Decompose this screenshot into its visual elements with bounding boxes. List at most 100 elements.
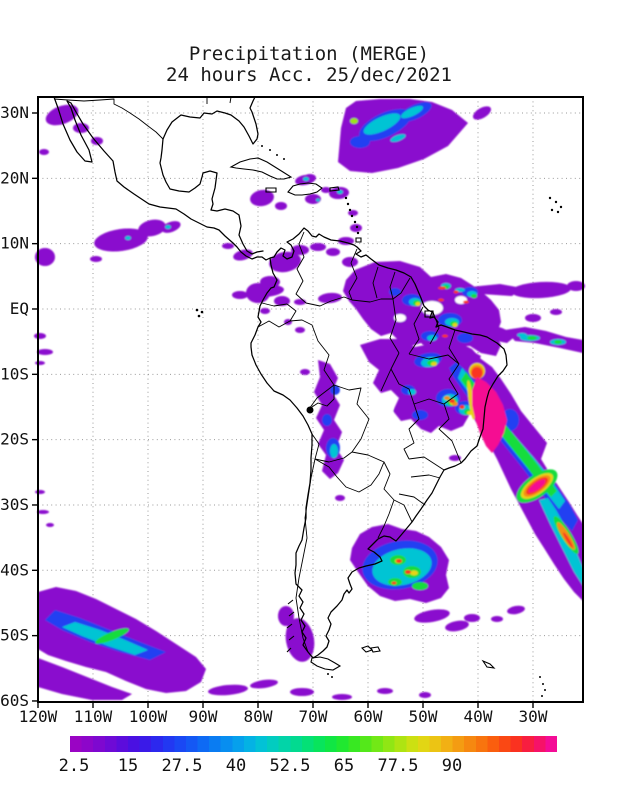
border-path — [408, 456, 445, 471]
border-path — [348, 248, 358, 301]
precip-blob — [539, 498, 583, 586]
precip-blob — [342, 257, 358, 267]
island-dot — [200, 310, 204, 314]
border-path — [53, 98, 164, 140]
border-path — [333, 384, 370, 453]
lon-axis-label: 120W — [19, 707, 58, 726]
precip-blob — [550, 309, 562, 315]
border-path — [289, 319, 335, 410]
precip-blob — [377, 688, 393, 694]
precip-blob — [379, 405, 393, 415]
island-dot — [356, 231, 360, 235]
island-outline — [265, 187, 277, 193]
island-dot — [331, 676, 333, 678]
colorbar-tick-label: 27.5 — [161, 756, 203, 776]
lat-axis-label: 20S — [0, 430, 29, 449]
precip-blob — [444, 396, 450, 400]
island-dot — [556, 210, 560, 214]
precip-blob — [34, 333, 46, 339]
precip-blob — [208, 684, 248, 696]
precip-blob — [46, 523, 54, 527]
border-path — [448, 329, 460, 365]
border-path — [311, 433, 353, 463]
colorbar-tick-label: 65 — [333, 756, 355, 776]
precip-blob — [330, 444, 338, 458]
border-path — [372, 266, 379, 299]
island-outline — [286, 599, 295, 653]
figure-title-line1: Precipitation (MERGE) — [188, 43, 430, 65]
lon-axis-label: 30W — [519, 707, 548, 726]
colorbar-gradient — [70, 736, 557, 752]
island-dot — [542, 683, 544, 685]
precip-blob — [525, 314, 541, 322]
precip-blob — [438, 298, 444, 302]
lat-axis-label: 30S — [0, 495, 29, 514]
island-dot — [261, 145, 263, 147]
precip-blob — [250, 189, 274, 207]
precip-blob — [491, 616, 503, 622]
precip-blob — [35, 490, 45, 494]
precip-blob — [471, 367, 483, 379]
precip-blob — [459, 405, 465, 409]
border-path — [393, 499, 413, 523]
precip-blob — [305, 194, 321, 204]
island-dot — [276, 154, 278, 156]
colorbar-tick-label: 2.5 — [58, 756, 90, 776]
border-path — [438, 363, 462, 464]
precip-blob — [94, 228, 148, 252]
precip-blob — [350, 224, 362, 232]
precip-blob — [332, 694, 352, 700]
precip-blob — [300, 369, 310, 375]
coastline-path — [53, 96, 508, 659]
precip-blob — [322, 414, 332, 426]
border-path — [390, 368, 445, 405]
border-path — [383, 461, 395, 501]
precip-blob — [232, 291, 248, 299]
precip-blob — [338, 237, 354, 245]
precip-blob — [335, 495, 345, 501]
precipitation-field — [34, 99, 585, 700]
border-path — [408, 353, 460, 365]
colorbar-tick-label: 40 — [225, 756, 247, 776]
precip-blob — [274, 296, 290, 306]
island-dot — [544, 689, 546, 691]
figure-title-line2: 24 hours Acc. 25/dec/2021 — [166, 64, 452, 86]
island-dot — [355, 225, 359, 229]
precip-blob — [321, 187, 331, 193]
precip-blob — [405, 570, 411, 574]
lat-axis-label: 10N — [0, 234, 29, 253]
precip-blob — [38, 658, 132, 700]
island-outline — [229, 157, 293, 180]
precip-blob — [337, 190, 343, 194]
precip-blob — [295, 327, 305, 333]
island-outline — [287, 182, 323, 196]
island-outline — [424, 310, 434, 318]
precip-blob — [326, 248, 340, 256]
precip-blob — [505, 327, 583, 353]
precip-blob — [415, 302, 421, 306]
precip-blob — [464, 614, 480, 622]
lat-axis-label: EQ — [10, 299, 29, 318]
precip-blob — [95, 628, 129, 644]
precip-blob — [563, 532, 573, 548]
island-dot — [327, 673, 329, 675]
precip-blob — [278, 606, 294, 626]
island-dot — [539, 676, 541, 678]
precip-blob — [449, 399, 455, 403]
island-dot — [346, 202, 350, 206]
precip-blob — [290, 688, 314, 696]
country-borders — [53, 96, 462, 653]
precip-blob — [275, 202, 287, 210]
island-dot — [353, 220, 357, 224]
precip-blob — [37, 510, 49, 514]
precip-blob — [37, 349, 53, 355]
precip-blob — [269, 251, 301, 273]
lon-axis-label: 80W — [244, 707, 273, 726]
precip-blob — [291, 245, 309, 255]
precip-blob — [442, 334, 448, 338]
lon-axis-label: 90W — [189, 707, 218, 726]
island-dot — [559, 205, 563, 209]
